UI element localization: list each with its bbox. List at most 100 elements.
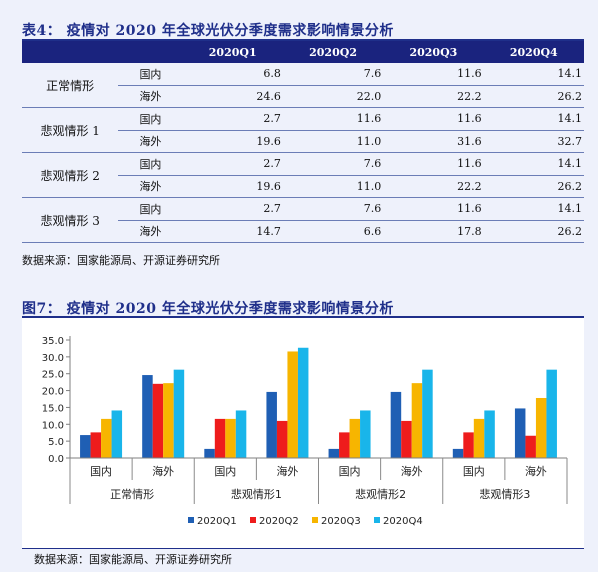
header-cell	[22, 41, 119, 63]
bar-chart: 0.0 5.0 10.0 15.0 20.0 25.0 30.0 35.0 国内 海外 国内 海外 国内…	[42, 336, 568, 527]
region-label: 国内	[118, 107, 183, 131]
legend-swatch	[312, 517, 318, 523]
value-cell: 26.2	[483, 85, 584, 108]
region-label: 海外	[118, 130, 183, 153]
bar-2020Q1-2	[204, 448, 215, 458]
scenario-label: 悲观情形 2	[22, 152, 119, 198]
bar-2020Q2-4	[339, 432, 350, 458]
value-cell: 11.6	[282, 107, 384, 131]
header-cell: 2020Q2	[282, 41, 384, 63]
table-title-rule	[22, 39, 584, 41]
bar-2020Q1-0	[80, 435, 91, 458]
table-source-note: 数据来源：国家能源局、开源证券研究所	[22, 254, 220, 267]
value-cell: 6.8	[182, 63, 283, 86]
scenario-table: 2020Q1 2020Q2 2020Q3 2020Q4 正常情形 国内 6.8 7.6…	[22, 41, 584, 243]
value-cell: 7.6	[282, 152, 384, 176]
table-row: 海外 19.6 11.0 31.6 32.7	[22, 130, 584, 153]
table-row: 悲观情形 1 国内 2.7 11.6 11.6 14.1	[22, 107, 584, 153]
bar-2020Q1-6	[452, 448, 464, 458]
value-cell: 2.7	[182, 107, 283, 131]
group-label: 悲观情形2	[355, 487, 406, 501]
scenario-label: 悲观情形 1	[22, 107, 119, 153]
value-cell: 17.8	[383, 220, 484, 243]
value-cell: 11.0	[282, 130, 384, 153]
bar-2020Q1-3	[266, 391, 277, 458]
value-cell: 26.2	[483, 175, 584, 198]
bar-2020Q2-3	[276, 420, 288, 458]
y-tick-label: 0.0	[48, 454, 64, 465]
category-label: 国内	[214, 464, 236, 478]
y-tick-label: 15.0	[42, 403, 64, 414]
y-tick-label: 35.0	[42, 336, 64, 347]
table-title: 表4： 疫情对 2020 年全球光伏分季度需求影响情景分析	[22, 23, 394, 39]
region-label: 海外	[118, 220, 183, 243]
bar-2020Q4-7	[546, 369, 557, 458]
figure-bottom-rule	[22, 548, 584, 549]
table-row: 悲观情形 2 国内 2.7 7.6 11.6 14.1	[22, 152, 584, 198]
bar-2020Q3-5	[411, 383, 423, 458]
bar-2020Q4-0	[111, 410, 123, 458]
bar-2020Q2-2	[214, 418, 226, 458]
table-row: 海外 14.7 6.6 17.8 26.2	[22, 220, 584, 243]
region-label: 国内	[118, 63, 183, 86]
y-tick-label: 30.0	[42, 353, 64, 364]
value-cell: 14.1	[483, 197, 584, 221]
bar-2020Q3-1	[163, 383, 174, 458]
value-cell: 22.2	[383, 85, 484, 108]
bar-2020Q4-4	[360, 410, 371, 458]
table-header-row: 2020Q1 2020Q2 2020Q3 2020Q4	[22, 41, 584, 63]
category-label: 海外	[401, 464, 423, 478]
legend-label: 2020Q4	[383, 516, 423, 527]
data-table-wrapper: 2020Q1 2020Q2 2020Q3 2020Q4 正常情形 国内 6.8 7.6…	[22, 41, 584, 243]
bar-2020Q4-6	[484, 410, 495, 458]
value-cell: 19.6	[182, 175, 283, 198]
group-label: 悲观情形1	[231, 487, 282, 501]
value-cell: 6.6	[282, 220, 384, 243]
value-cell: 11.6	[383, 152, 484, 176]
value-cell: 11.0	[282, 175, 384, 198]
region-label: 海外	[118, 85, 183, 108]
figure-title-rule	[22, 316, 584, 318]
legend-swatch	[188, 517, 194, 523]
header-cell: 2020Q1	[182, 41, 283, 63]
value-cell: 14.7	[182, 220, 283, 243]
bar-2020Q3-0	[101, 418, 112, 458]
bar-2020Q2-0	[90, 432, 102, 458]
bar-2020Q2-5	[401, 420, 412, 458]
table-row: 海外 24.6 22.0 22.2 26.2	[22, 85, 584, 108]
legend-label: 2020Q2	[259, 516, 299, 527]
legend-label: 2020Q3	[321, 516, 361, 527]
figure-source-note: 数据来源：国家能源局、开源证券研究所	[34, 553, 232, 566]
category-label: 国内	[463, 464, 485, 478]
table-row: 海外 19.6 11.0 22.2 26.2	[22, 175, 584, 198]
category-label: 海外	[276, 464, 298, 478]
category-label: 国内	[339, 464, 361, 478]
bar-2020Q3-4	[349, 418, 361, 458]
value-cell: 19.6	[182, 130, 283, 153]
bar-2020Q3-2	[225, 418, 236, 458]
bar-2020Q4-1	[173, 369, 185, 458]
legend-swatch	[374, 517, 380, 523]
table-body: 正常情形 国内 6.8 7.6 11.6 14.1 海外 24.6 22.0 22.2 26.2 悲观…	[22, 63, 584, 243]
bar-2020Q1-4	[328, 448, 340, 458]
group-label: 正常情形	[110, 488, 154, 501]
bar-2020Q2-6	[463, 432, 474, 458]
value-cell: 22.0	[282, 85, 384, 108]
bar-2020Q1-1	[142, 375, 153, 458]
legend-label: 2020Q1	[197, 516, 237, 527]
value-cell: 7.6	[282, 197, 384, 221]
value-cell: 2.7	[182, 152, 283, 176]
value-cell: 14.1	[483, 63, 584, 86]
bar-2020Q2-7	[525, 435, 536, 458]
bar-2020Q4-2	[235, 410, 247, 458]
scenario-label: 悲观情形 3	[22, 197, 119, 243]
header-cell	[118, 41, 183, 63]
figure-title: 图7： 疫情对 2020 年全球光伏分季度需求影响情景分析	[22, 301, 394, 317]
bar-2020Q4-3	[297, 347, 309, 458]
value-cell: 22.2	[383, 175, 484, 198]
bar-2020Q3-6	[473, 418, 485, 458]
header-cell: 2020Q4	[483, 41, 584, 63]
value-cell: 31.6	[383, 130, 484, 153]
bar-2020Q3-3	[287, 351, 298, 458]
category-label: 国内	[90, 464, 112, 478]
